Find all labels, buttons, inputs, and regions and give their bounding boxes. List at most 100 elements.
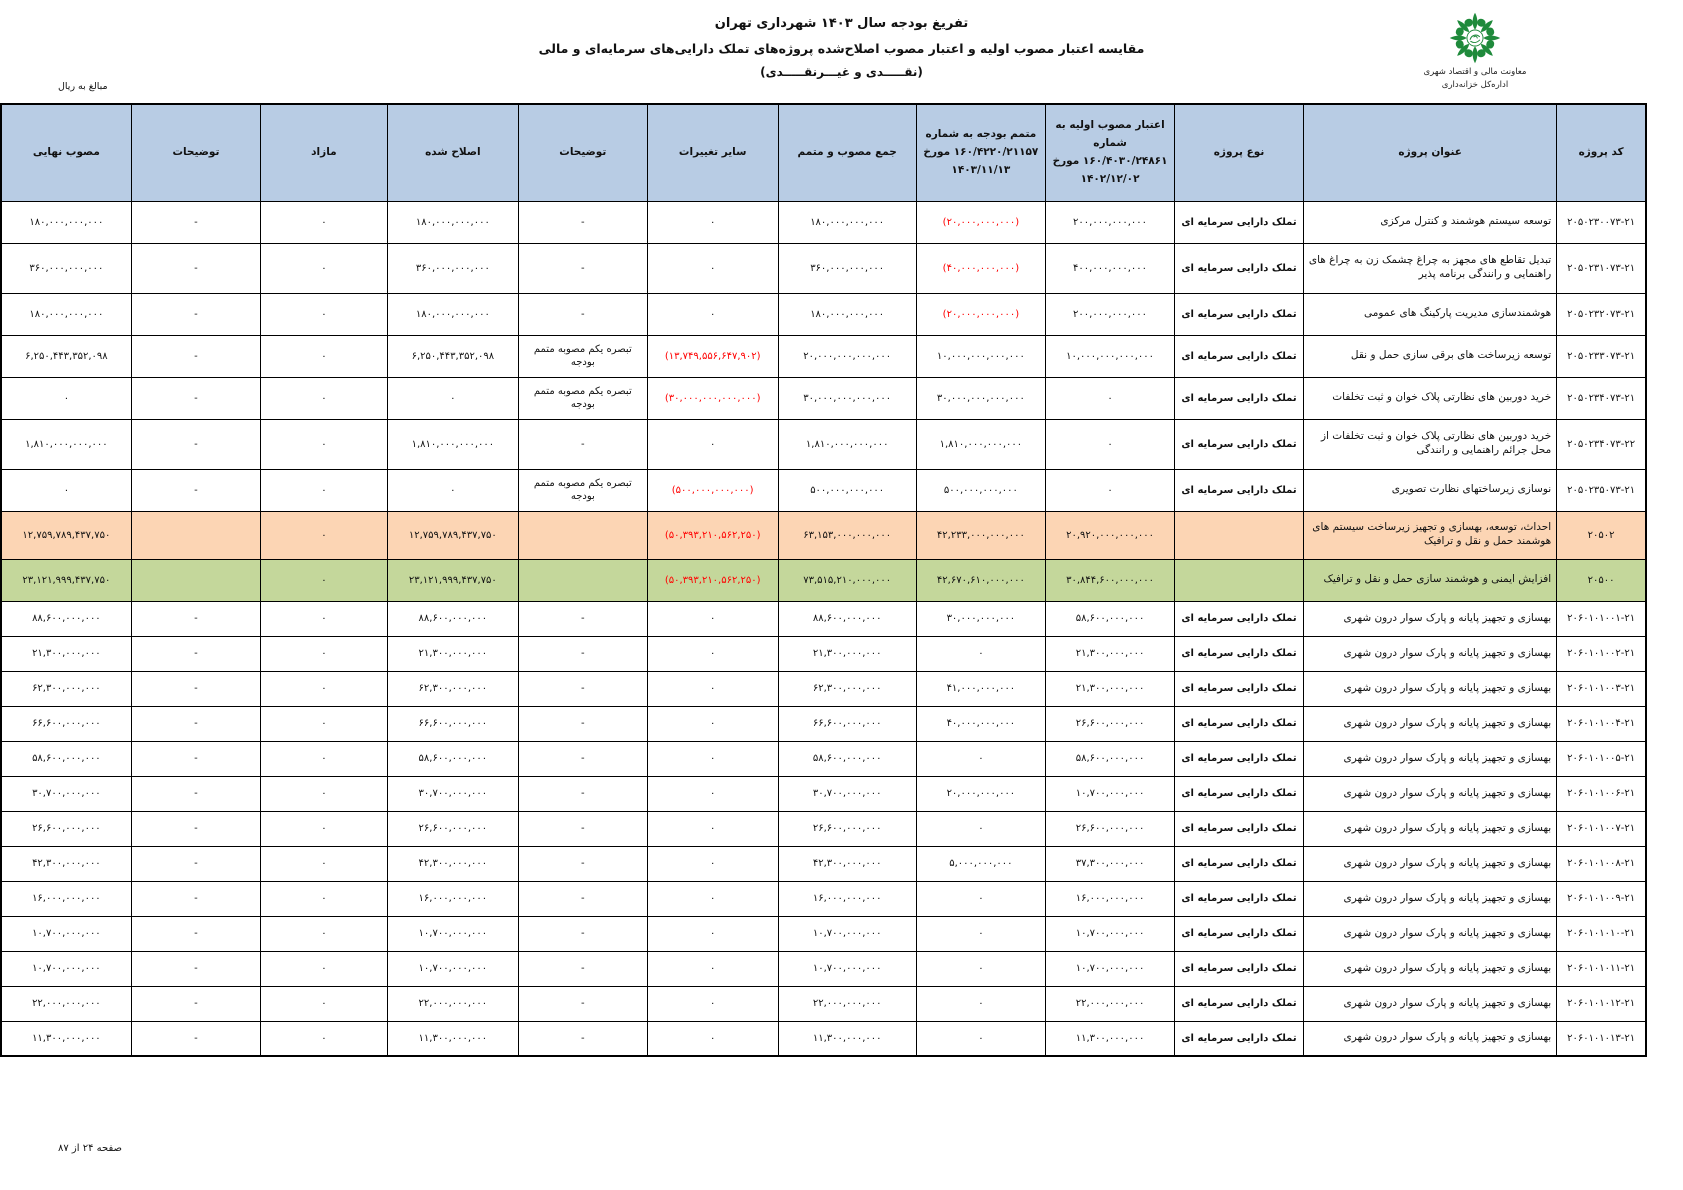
cell-initial: ۳۰,۸۴۴,۶۰۰,۰۰۰,۰۰۰ [1045, 558, 1175, 602]
cell-supplement: ۳۰,۰۰۰,۰۰۰,۰۰۰ [915, 600, 1047, 637]
cell-supplement: (۴۰,۰۰۰,۰۰۰,۰۰۰) [915, 242, 1047, 294]
cell-amended: ۸۸,۶۰۰,۰۰۰,۰۰۰ [386, 600, 520, 637]
cell-amended: ۶,۲۵۰,۴۴۳,۳۵۲,۰۹۸ [386, 334, 520, 378]
cell-note1: - [518, 845, 648, 882]
cell-type: تملک دارایی سرمایه ای [1173, 810, 1305, 847]
cell-code: ۲۰۶۰۱۰۱۰۰۵-۲۱ [1556, 740, 1647, 777]
cell-surplus: ۰ [260, 1020, 388, 1057]
table-row: ۲۰۶۰۱۰۱۰۱۱-۲۱ بهسازی و تجهیز پایانه و پار… [0, 950, 1647, 987]
cell-supplement: ۴۰,۰۰۰,۰۰۰,۰۰۰ [915, 705, 1047, 742]
cell-type: تملک دارایی سرمایه ای [1173, 242, 1305, 294]
cell-final: ۱۱,۳۰۰,۰۰۰,۰۰۰ [0, 1020, 132, 1057]
table-header: کد پروژه عنوان پروژه نوع پروژه اعتبار مصوب … [0, 103, 1647, 202]
cell-supplement: ۱,۸۱۰,۰۰۰,۰۰۰,۰۰۰ [915, 418, 1047, 470]
cell-code: ۲۰۵۰۲۳۲۰۷۳-۲۱ [1556, 292, 1647, 336]
cell-sum: ۲۲,۰۰۰,۰۰۰,۰۰۰ [777, 985, 917, 1022]
cell-amended: ۱,۸۱۰,۰۰۰,۰۰۰,۰۰۰ [386, 418, 520, 470]
cell-final: ۱۸۰,۰۰۰,۰۰۰,۰۰۰ [0, 292, 132, 336]
cell-sum: ۵۰۰,۰۰۰,۰۰۰,۰۰۰ [777, 468, 917, 512]
cell-code: ۲۰۵۰۲۳۴۰۷۳-۲۱ [1556, 376, 1647, 420]
cell-note2: - [130, 845, 262, 882]
cell-title: تبدیل تقاطع های مجهز به چراغ چشمک زن به … [1303, 242, 1558, 294]
column-header-sum: جمع مصوب و متمم [777, 103, 917, 202]
cell-initial: ۱۶,۰۰۰,۰۰۰,۰۰۰ [1045, 880, 1175, 917]
cell-title: بهسازی و تجهیز پایانه و پارک سوار درون ش… [1303, 1020, 1558, 1057]
cell-amended: ۳۶۰,۰۰۰,۰۰۰,۰۰۰ [386, 242, 520, 294]
cell-final: ۸۸,۶۰۰,۰۰۰,۰۰۰ [0, 600, 132, 637]
cell-other: (۱۳,۷۴۹,۵۵۶,۶۴۷,۹۰۲) [646, 334, 779, 378]
cell-initial: ۰ [1045, 468, 1175, 512]
cell-code: ۲۰۶۰۱۰۱۰۰۳-۲۱ [1556, 670, 1647, 707]
cell-note2: - [130, 915, 262, 952]
cell-code: ۲۰۶۰۱۰۱۰۰۷-۲۱ [1556, 810, 1647, 847]
cell-surplus: ۰ [260, 200, 388, 244]
cell-surplus: ۰ [260, 810, 388, 847]
cell-other: ۰ [646, 200, 779, 244]
cell-code: ۲۰۶۰۱۰۱۰۰۸-۲۱ [1556, 845, 1647, 882]
cell-amended: ۱۸۰,۰۰۰,۰۰۰,۰۰۰ [386, 200, 520, 244]
cell-amended: ۰ [386, 376, 520, 420]
cell-supplement: ۳۰,۰۰۰,۰۰۰,۰۰۰,۰۰۰ [915, 376, 1047, 420]
cell-amended: ۱۱,۳۰۰,۰۰۰,۰۰۰ [386, 1020, 520, 1057]
cell-code: ۲۰۶۰۱۰۱۰۰۱-۲۱ [1556, 600, 1647, 637]
cell-initial: ۵۸,۶۰۰,۰۰۰,۰۰۰ [1045, 600, 1175, 637]
cell-code: ۲۰۵۰۲۳۵۰۷۳-۲۱ [1556, 468, 1647, 512]
cell-sum: ۱۸۰,۰۰۰,۰۰۰,۰۰۰ [777, 200, 917, 244]
table-row: ۲۰۵۰۲ احداث، توسعه، بهسازی و تجهیز زیرساخ… [0, 510, 1647, 560]
table-row: ۲۰۶۰۱۰۱۰۱۰-۲۱ بهسازی و تجهیز پایانه و پار… [0, 915, 1647, 952]
table-row: ۲۰۵۰۲۳۱۰۷۳-۲۱ تبدیل تقاطع های مجهز به چرا… [0, 242, 1647, 294]
cell-final: ۲۳,۱۲۱,۹۹۹,۴۳۷,۷۵۰ [0, 558, 132, 602]
cell-final: ۰ [0, 468, 132, 512]
table-row: ۲۰۵۰۲۳۵۰۷۳-۲۱ نوسازی زیرساختهای نظارت تصو… [0, 468, 1647, 512]
cell-sum: ۷۳,۵۱۵,۲۱۰,۰۰۰,۰۰۰ [777, 558, 917, 602]
cell-code: ۲۰۶۰۱۰۱۰۱۱-۲۱ [1556, 950, 1647, 987]
cell-type: تملک دارایی سرمایه ای [1173, 600, 1305, 637]
cell-note2 [130, 510, 262, 560]
cell-sum: ۴۲,۳۰۰,۰۰۰,۰۰۰ [777, 845, 917, 882]
cell-final: ۱,۸۱۰,۰۰۰,۰۰۰,۰۰۰ [0, 418, 132, 470]
cell-note2: - [130, 880, 262, 917]
cell-final: ۱۸۰,۰۰۰,۰۰۰,۰۰۰ [0, 200, 132, 244]
cell-surplus: ۰ [260, 740, 388, 777]
cell-final: ۶,۲۵۰,۴۴۳,۳۵۲,۰۹۸ [0, 334, 132, 378]
cell-initial: ۲۶,۶۰۰,۰۰۰,۰۰۰ [1045, 705, 1175, 742]
organization-block: معاونت مالی و اقتصاد شهری اداره‌کل خزانه… [1385, 10, 1565, 92]
cell-surplus: ۰ [260, 510, 388, 560]
cell-final: ۱۶,۰۰۰,۰۰۰,۰۰۰ [0, 880, 132, 917]
cell-initial: ۱۰,۷۰۰,۰۰۰,۰۰۰ [1045, 775, 1175, 812]
cell-note1: - [518, 670, 648, 707]
cell-note2 [130, 558, 262, 602]
column-header-amended: اصلاح شده [386, 103, 520, 202]
cell-code: ۲۰۵۰۲۳۴۰۷۳-۲۲ [1556, 418, 1647, 470]
cell-other: ۰ [646, 740, 779, 777]
cell-supplement: ۰ [915, 1020, 1047, 1057]
tehran-municipality-logo-icon [1385, 10, 1565, 66]
cell-title: بهسازی و تجهیز پایانه و پارک سوار درون ش… [1303, 670, 1558, 707]
cell-note1: - [518, 740, 648, 777]
table-row: ۲۰۶۰۱۰۱۰۰۴-۲۱ بهسازی و تجهیز پایانه و پار… [0, 705, 1647, 742]
cell-type: تملک دارایی سرمایه ای [1173, 705, 1305, 742]
cell-amended: ۲۲,۰۰۰,۰۰۰,۰۰۰ [386, 985, 520, 1022]
cell-note1: - [518, 985, 648, 1022]
cell-sum: ۶۲,۳۰۰,۰۰۰,۰۰۰ [777, 670, 917, 707]
table-row: ۲۰۵۰۲۳۲۰۷۳-۲۱ هوشمندسازی مدیریت پارکینگ ه… [0, 292, 1647, 336]
column-header-initial: اعتبار مصوب اولیه به شماره ۱۶۰/۴۰۳۰/۲۴۸۶… [1045, 103, 1175, 202]
cell-surplus: ۰ [260, 985, 388, 1022]
cell-other: ۰ [646, 600, 779, 637]
cell-final: ۲۲,۰۰۰,۰۰۰,۰۰۰ [0, 985, 132, 1022]
cell-note1: - [518, 635, 648, 672]
cell-type: تملک دارایی سرمایه ای [1173, 985, 1305, 1022]
cell-other: ۰ [646, 950, 779, 987]
cell-note2: - [130, 242, 262, 294]
cell-other: (۵۰۰,۰۰۰,۰۰۰,۰۰۰) [646, 468, 779, 512]
cell-sum: ۱,۸۱۰,۰۰۰,۰۰۰,۰۰۰ [777, 418, 917, 470]
cell-amended: ۱۸۰,۰۰۰,۰۰۰,۰۰۰ [386, 292, 520, 336]
cell-other: (۵۰,۳۹۳,۲۱۰,۵۶۲,۲۵۰) [646, 510, 779, 560]
cell-note1: - [518, 705, 648, 742]
cell-other: ۰ [646, 810, 779, 847]
cell-initial: ۵۸,۶۰۰,۰۰۰,۰۰۰ [1045, 740, 1175, 777]
cell-sum: ۲۶,۶۰۰,۰۰۰,۰۰۰ [777, 810, 917, 847]
cell-title: بهسازی و تجهیز پایانه و پارک سوار درون ش… [1303, 740, 1558, 777]
cell-note1: - [518, 1020, 648, 1057]
cell-surplus: ۰ [260, 242, 388, 294]
